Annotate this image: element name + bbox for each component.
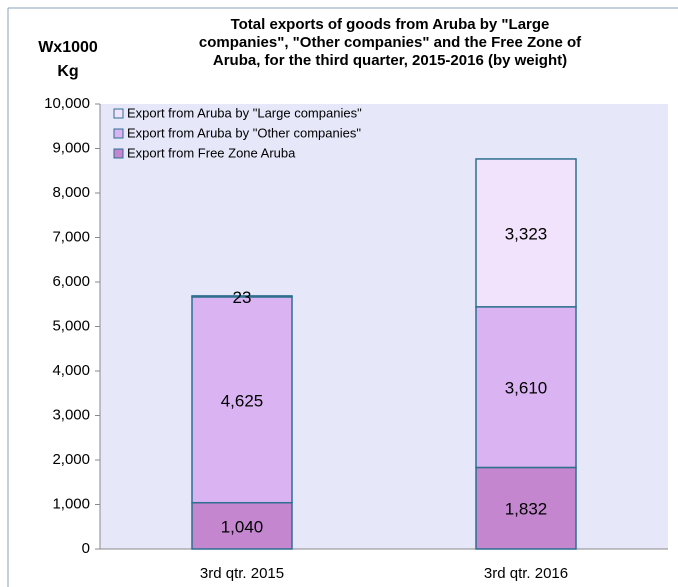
value-label: 23 bbox=[233, 288, 252, 307]
y-tick-label: 7,000 bbox=[52, 228, 90, 245]
legend-swatch bbox=[113, 128, 124, 139]
chart-title: Total exports of goods from Aruba by "La… bbox=[198, 16, 582, 69]
y-axis-title: Wx1000 Kg bbox=[38, 39, 98, 80]
y-tick-label: 4,000 bbox=[52, 362, 90, 379]
value-label: 1,832 bbox=[505, 500, 548, 519]
y-tick-label: 3,000 bbox=[52, 406, 90, 423]
legend-label: Export from Aruba by "Large companies" bbox=[127, 105, 362, 120]
legend-swatch bbox=[113, 148, 124, 159]
y-tick-label: 0 bbox=[82, 540, 90, 557]
legend-label: Export from Free Zone Aruba bbox=[127, 145, 296, 160]
legend-label: Export from Aruba by "Other companies" bbox=[127, 125, 361, 140]
y-tick-label: 8,000 bbox=[52, 184, 90, 201]
y-tick-label: 9,000 bbox=[52, 139, 90, 156]
y-tick-label: 1,000 bbox=[52, 495, 90, 512]
bar-segment bbox=[191, 295, 293, 298]
value-label: 1,040 bbox=[221, 517, 264, 536]
bar-segment bbox=[191, 501, 293, 550]
y-tick-label: 2,000 bbox=[52, 451, 90, 468]
value-label: 4,625 bbox=[221, 391, 264, 410]
plot-area bbox=[100, 104, 668, 549]
x-tick-label: 3rd qtr. 2016 bbox=[484, 565, 568, 582]
y-tick-label: 10,000 bbox=[44, 95, 90, 112]
value-label: 3,323 bbox=[505, 224, 548, 243]
value-label: 3,610 bbox=[505, 379, 548, 398]
bar-segment bbox=[475, 158, 577, 308]
y-tick-label: 6,000 bbox=[52, 273, 90, 290]
y-tick-label: 5,000 bbox=[52, 317, 90, 334]
bar-segment bbox=[191, 296, 293, 504]
bar-segment bbox=[475, 466, 577, 550]
x-tick-label: 3rd qtr. 2015 bbox=[200, 565, 284, 582]
legend-swatch bbox=[113, 108, 124, 119]
